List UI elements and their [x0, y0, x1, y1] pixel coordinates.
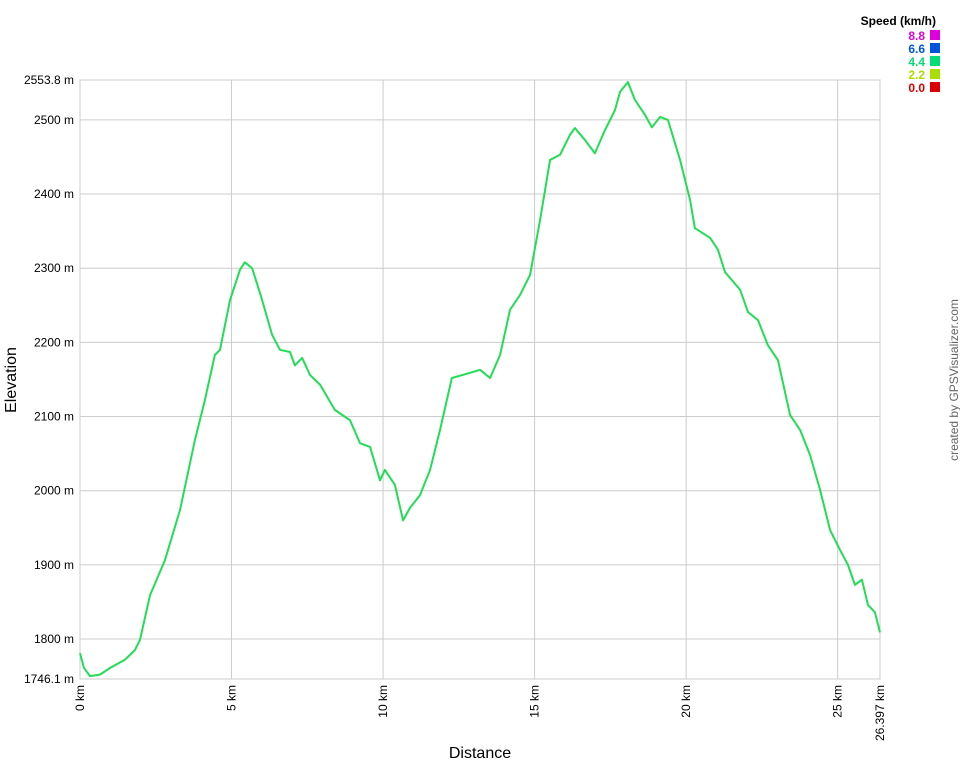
y-tick-label: 2400 m: [34, 187, 74, 201]
y-tick-label: 1800 m: [34, 632, 74, 646]
x-tick-label: 20 km: [679, 685, 693, 718]
x-tick-label: 15 km: [528, 685, 542, 718]
credit: created by GPSVisualizer.com: [947, 299, 960, 461]
y-tick-label: 2300 m: [34, 261, 74, 275]
legend-swatch: [930, 69, 940, 79]
y-tick-label: 1746.1 m: [24, 672, 74, 686]
x-tick-label: 10 km: [376, 685, 390, 718]
plot-frame: [79, 79, 881, 680]
x-tick-label: 25 km: [831, 685, 845, 718]
legend-title: Speed (km/h): [861, 14, 936, 28]
y-tick-label: 2000 m: [34, 484, 74, 498]
legend-label: 0.0: [908, 81, 925, 95]
y-tick-label: 2100 m: [34, 410, 74, 424]
x-tick-label: 26.397 km: [873, 685, 887, 741]
legend-swatch: [930, 30, 940, 40]
legend-label: 2.2: [908, 68, 925, 82]
x-tick-label: 5 km: [225, 685, 239, 711]
legend-swatch: [930, 43, 940, 53]
y-axis-title: Elevation: [3, 347, 20, 413]
x-axis-title: Distance: [449, 745, 511, 760]
x-tick-label: 0 km: [73, 685, 87, 711]
elevation-line: [79, 81, 881, 678]
legend-swatch: [930, 56, 940, 66]
legend-swatch: [930, 82, 940, 92]
legend-label: 4.4: [908, 55, 925, 69]
y-tick-label: 1900 m: [34, 558, 74, 572]
y-tick-label: 2500 m: [34, 113, 74, 127]
legend-label: 6.6: [908, 42, 925, 56]
y-tick-label: 2200 m: [34, 335, 74, 349]
y-tick-label: 2553.8 m: [24, 73, 74, 87]
legend-label: 8.8: [908, 29, 925, 43]
